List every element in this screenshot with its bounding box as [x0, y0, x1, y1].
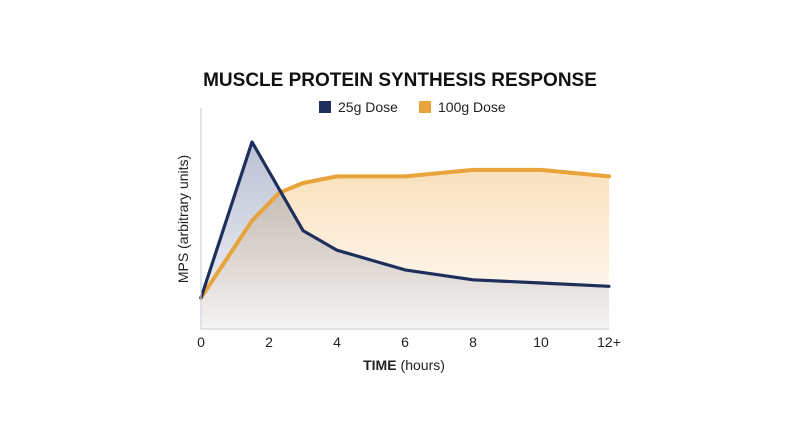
- x-axis-title: TIME (hours): [363, 357, 445, 373]
- x-tick-label: 8: [469, 334, 477, 350]
- chart-title: MUSCLE PROTEIN SYNTHESIS RESPONSE: [203, 70, 597, 91]
- legend-label-25g: 25g Dose: [338, 99, 398, 115]
- x-tick-label: 6: [401, 334, 409, 350]
- line-25g-dose: [199, 140, 611, 300]
- x-tick-label: 0: [197, 334, 205, 350]
- x-tick-label: 12+: [597, 334, 621, 350]
- x-axis-title-unit: (hours): [401, 357, 445, 373]
- y-axis-title: MPS (arbitrary units): [175, 155, 191, 283]
- x-tick-labels: 0 2 4 6 8 10 12+: [197, 334, 621, 350]
- x-tick-label: 10: [533, 334, 549, 350]
- line-100g-dose: [199, 167, 611, 300]
- x-tick-label: 2: [265, 334, 273, 350]
- legend: 25g Dose 100g Dose: [319, 99, 506, 115]
- x-tick-label: 4: [333, 334, 341, 350]
- legend-swatch-100g: [419, 101, 431, 113]
- x-axis-title-main: TIME: [363, 357, 396, 373]
- plot-area: [199, 140, 611, 329]
- legend-label-100g: 100g Dose: [438, 99, 506, 115]
- legend-swatch-25g: [319, 101, 331, 113]
